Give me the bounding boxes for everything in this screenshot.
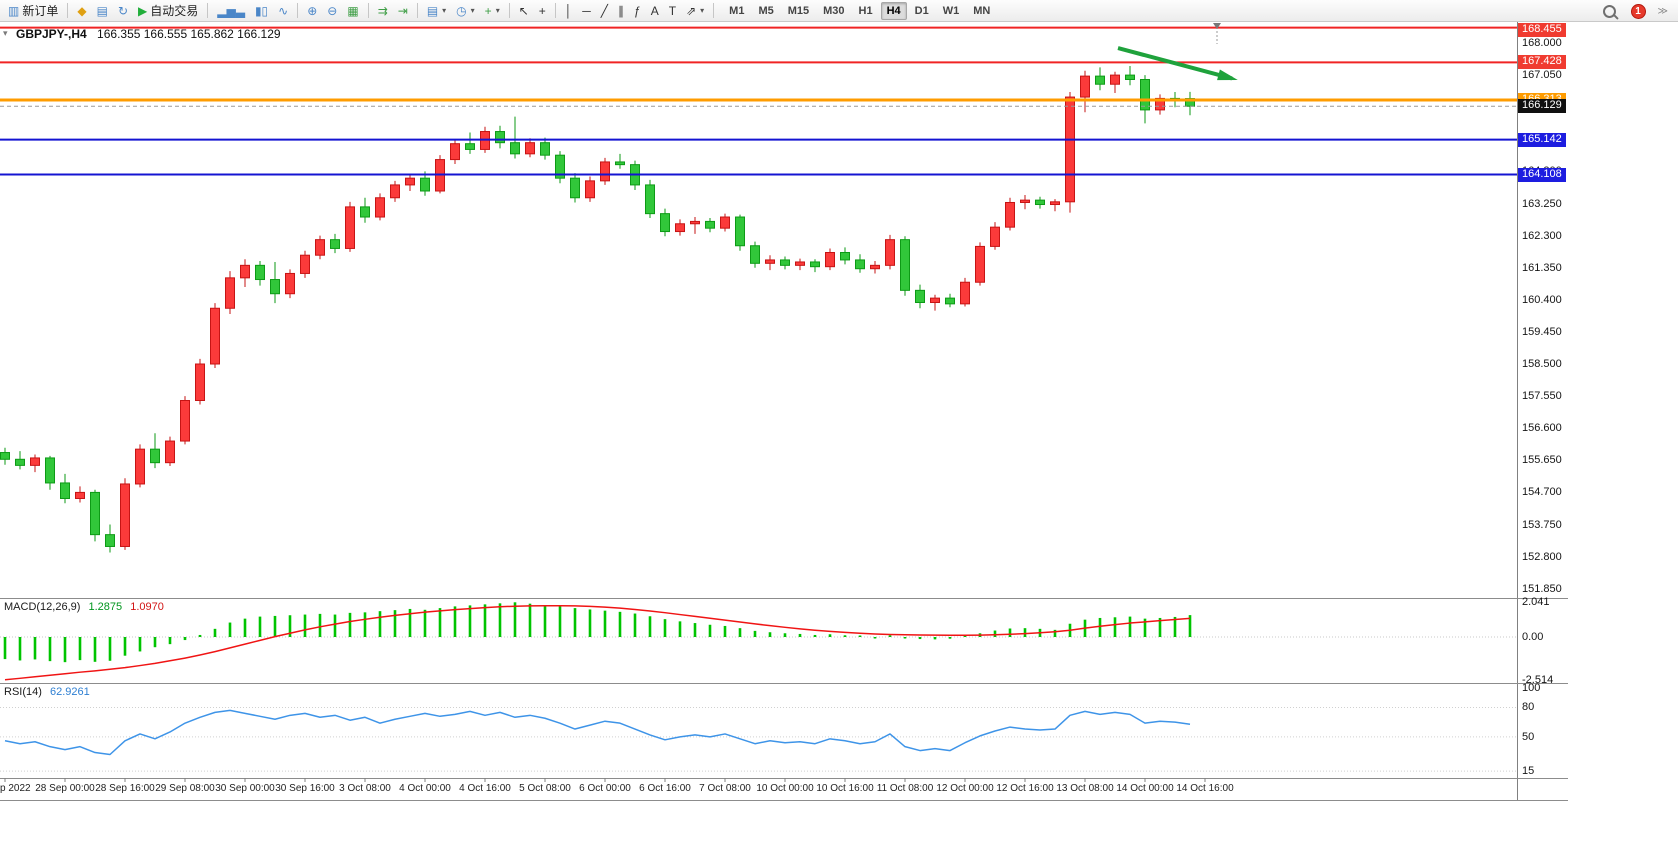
toolbar-separator [297, 3, 299, 18]
timeframe-m15-button[interactable]: M15 [787, 4, 810, 17]
timeframe-m30-button[interactable]: M30 [823, 4, 845, 17]
timeframe-group: M1 M5 M15 M30 H1 H4 D1 W1 MN [722, 1, 997, 20]
timeframe-m5-button[interactable]: M5 [758, 4, 774, 17]
time-ticks [4, 778, 1206, 782]
indicators-icon: + [484, 3, 492, 18]
chart-frame [0, 22, 1568, 801]
toolbar-separator [416, 3, 418, 18]
chevron-down-icon: ▾ [442, 6, 447, 15]
zoom-in-icon: ⊕ [307, 3, 318, 18]
line-chart-button[interactable]: ∿ [273, 1, 293, 21]
navigator-icon: ↻ [117, 3, 128, 18]
text-icon: A [650, 3, 659, 18]
toolbar-separator [67, 3, 69, 18]
auto-scroll-icon: ⇉ [377, 3, 388, 18]
arrows-icon: ⇗ [686, 3, 697, 18]
autotrade-label: 自动交易 [150, 4, 199, 18]
text-label-button[interactable]: T [664, 1, 681, 21]
horizontal-line-button[interactable]: ─ [577, 1, 596, 21]
chevron-down-icon: ▾ [495, 6, 500, 15]
periods-icon: ◷ [456, 3, 467, 18]
rsi-line [4, 709, 1191, 756]
timeframe-d1-button[interactable]: D1 [914, 4, 929, 17]
trendline-button[interactable]: ╱ [596, 1, 613, 21]
text-button[interactable]: A [646, 1, 664, 21]
market-watch-icon: ◆ [77, 3, 87, 18]
chevron-down-icon: ▾ [470, 6, 475, 15]
fibonacci-button[interactable]: ƒ [629, 1, 646, 21]
equidistant-channel-icon: ∥ [618, 3, 625, 18]
indicators-button[interactable]: + ▾ [480, 1, 505, 21]
autotrade-icon: ▶ [138, 3, 148, 18]
data-window-icon: ▤ [96, 3, 108, 18]
cursor-icon: ↖ [518, 3, 529, 18]
search-button[interactable] [1601, 2, 1619, 20]
fibonacci-icon: ƒ [634, 3, 641, 18]
vertical-line-button[interactable]: │ [560, 1, 578, 21]
cursor-button[interactable]: ↖ [514, 1, 534, 21]
timeframe-w1-button[interactable]: W1 [942, 4, 960, 17]
tile-windows-button[interactable]: ▦ [342, 1, 363, 21]
toolbar-separator [367, 3, 369, 18]
text-label-icon: T [668, 3, 677, 18]
toolbar-separator [508, 3, 510, 18]
toolbar-separator [554, 3, 556, 18]
auto-scroll-button[interactable]: ⇉ [373, 1, 393, 21]
new-order-label: 新订单 [22, 4, 59, 18]
data-window-button[interactable]: ▤ [92, 1, 113, 21]
arrows-button[interactable]: ⇗ ▾ [681, 1, 709, 21]
new-order-button[interactable]: ▥ 新订单 [3, 1, 63, 21]
crosshair-button[interactable]: + [534, 1, 551, 21]
zoom-in-button[interactable]: ⊕ [302, 1, 322, 21]
chart-shift-button[interactable]: ⇥ [393, 1, 413, 21]
trendline-icon: ╱ [600, 3, 609, 18]
candlestick-chart-button[interactable]: ▮▯ [250, 1, 273, 21]
chart-shift-marker [1213, 23, 1221, 44]
new-chart-button[interactable]: ▤ ▾ [422, 1, 451, 21]
periods-button[interactable]: ◷ ▾ [451, 1, 480, 21]
search-icon [1603, 4, 1617, 18]
zoom-out-icon: ⊖ [327, 3, 338, 18]
macd-signal-line [4, 604, 1191, 681]
new-chart-icon: ▤ [426, 3, 439, 18]
zoom-out-button[interactable]: ⊖ [322, 1, 342, 21]
timeframe-h4-button[interactable]: H4 [880, 1, 907, 20]
toolbar-separator [207, 3, 209, 18]
timeframe-h1-button[interactable]: H1 [858, 4, 873, 17]
navigator-button[interactable]: ↻ [113, 1, 133, 21]
toolbar-buttons: ▥ 新订单 ◆ ▤ ↻ ▶ 自动交易 ▂▅▃ ▮▯ ∿ ⊕ ⊖ ▦ ⇉ ⇥ ▤ ▾ ◷ ▾ + ▾ ↖ + │ ─ ╱ ∥ ƒ A T ⇗ ▾ [3, 1, 718, 21]
macd-histogram [3, 602, 1192, 663]
toolbar: ▥ 新订单 ◆ ▤ ↻ ▶ 自动交易 ▂▅▃ ▮▯ ∿ ⊕ ⊖ ▦ ⇉ ⇥ ▤ ▾ ◷ ▾ + ▾ ↖ + │ ─ ╱ ∥ ƒ A T ⇗ ▾… [0, 0, 1678, 22]
autotrade-button[interactable]: ▶ 自动交易 [133, 1, 203, 21]
toolbar-right: 1 ≫ [1601, 0, 1668, 22]
indicator-levels [0, 636, 1517, 772]
candlestick-chart-icon: ▮▯ [254, 3, 269, 18]
new-order-icon: ▥ [8, 3, 20, 18]
market-watch-button[interactable]: ◆ [72, 1, 91, 21]
crosshair-icon: + [538, 3, 546, 18]
equidistant-channel-button[interactable]: ∥ [613, 1, 629, 21]
bar-chart-button[interactable]: ▂▅▃ [212, 1, 250, 21]
tile-windows-icon: ▦ [347, 3, 359, 18]
line-chart-icon: ∿ [278, 3, 289, 18]
horizontal-line-icon: ─ [582, 3, 591, 18]
timeframe-mn-button[interactable]: MN [973, 4, 991, 17]
vertical-line-icon: │ [564, 3, 573, 18]
trend-arrow-annotation[interactable] [1117, 46, 1238, 81]
chevron-down-icon: ▾ [700, 6, 705, 15]
notification-badge[interactable]: 1 [1630, 3, 1646, 19]
bar-chart-icon: ▂▅▃ [217, 3, 245, 18]
chart-shift-icon: ⇥ [397, 3, 408, 18]
timeframe-m1-button[interactable]: M1 [729, 4, 745, 17]
toolbar-separator [713, 3, 715, 18]
toolbar-overflow-icon[interactable]: ≫ [1657, 5, 1668, 17]
